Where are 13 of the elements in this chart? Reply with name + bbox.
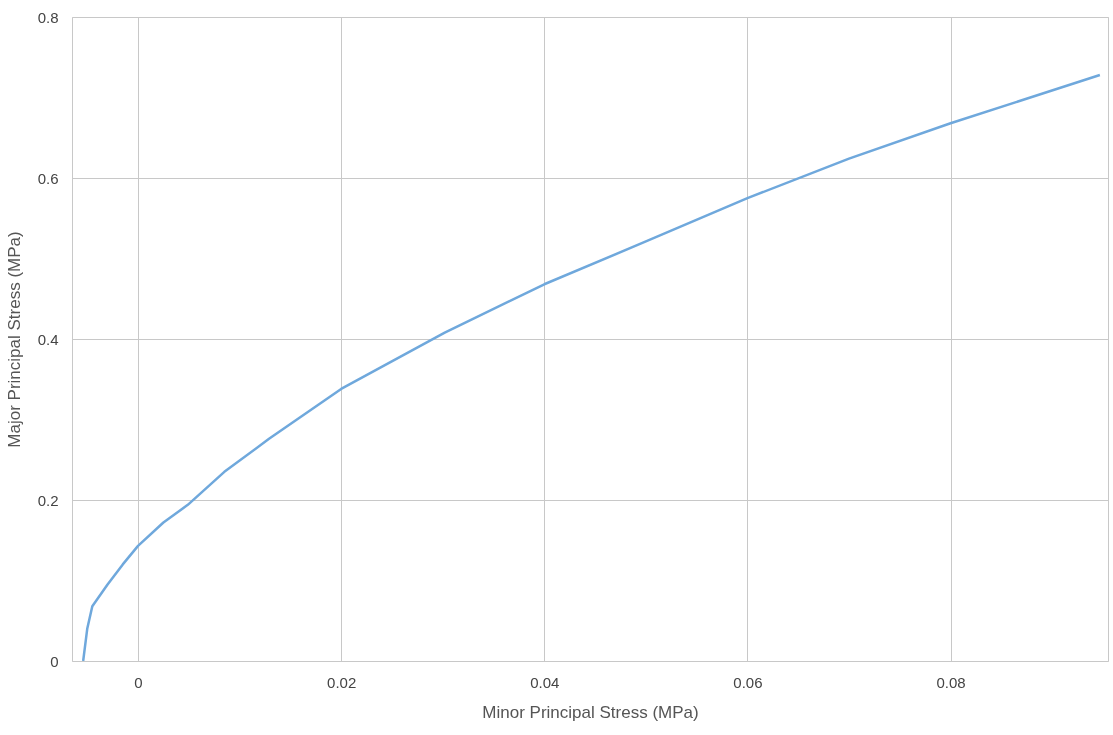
y-tick-label: 0.4: [37, 330, 59, 348]
x-tick-label: 0.04: [530, 673, 560, 691]
y-tick-label: 0.6: [37, 169, 59, 187]
x-tick-label: 0.06: [733, 673, 763, 691]
line-series: [81, 73, 1102, 661]
x-axis-title: Minor Principal Stress (MPa): [482, 702, 699, 722]
y-tick-label: 0.2: [37, 491, 59, 509]
x-tick-label: 0.02: [327, 673, 357, 691]
y-tick-label: 0: [50, 652, 59, 670]
x-tick-label: 0.08: [936, 673, 966, 691]
y-tick-label: 0.8: [37, 8, 59, 26]
y-axis-title: Major Principal Stress (MPa): [4, 231, 24, 448]
x-tick-label: 0: [134, 673, 143, 691]
